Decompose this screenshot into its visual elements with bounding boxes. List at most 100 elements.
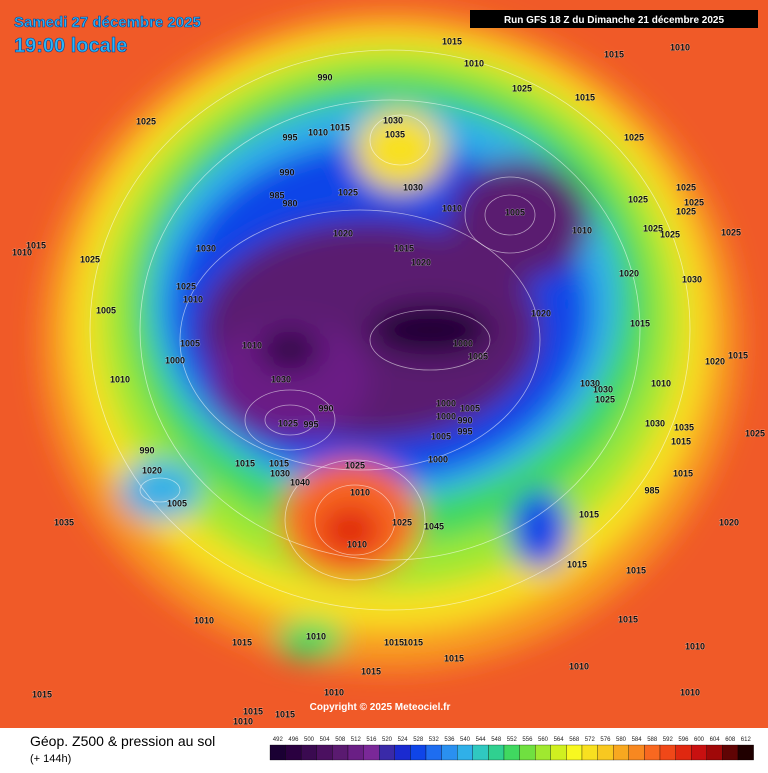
isobar-label: 1010 (308, 127, 328, 137)
colorbar-swatch (519, 744, 536, 761)
isobar-label: 1030 (383, 115, 403, 125)
isobar-label: 995 (457, 426, 472, 436)
isobar-label: 1010 (347, 539, 367, 549)
isobar-label: 1010 (572, 225, 592, 235)
colorbar-swatch (675, 744, 692, 761)
colorbar-swatch (706, 744, 723, 761)
isobar-label: 1030 (270, 468, 290, 478)
isobar-label: 1025 (345, 460, 365, 470)
isobar-label: 1030 (196, 243, 216, 253)
isobar-label: 1035 (54, 517, 74, 527)
isobar-label: 985 (644, 485, 659, 495)
isobar-label: 1025 (338, 187, 358, 197)
colorbar-label: 504 (320, 737, 331, 743)
isobar-label: 1010 (324, 687, 344, 697)
colorbar-label: 580 (616, 737, 627, 743)
colorbar-label: 572 (585, 737, 596, 743)
colorbar-label: 600 (694, 737, 705, 743)
isobar-label: 1030 (593, 384, 613, 394)
colorbar-swatch (379, 744, 395, 761)
isobar-label: 980 (282, 198, 297, 208)
forecast-lead: (+ 144h) (30, 753, 71, 765)
colorbar-label: 592 (663, 737, 674, 743)
isobar-label: 1000 (165, 355, 185, 365)
isobar-label: 1015 (579, 509, 599, 519)
isobar-label: 1025 (628, 194, 648, 204)
isobar-label: 1025 (643, 223, 663, 233)
colorbar-label: 508 (335, 737, 346, 743)
footer-title: Géop. Z500 & pression au sol (30, 733, 215, 749)
isobar-label: 1015 (626, 565, 646, 575)
isobar-label: 1010 (442, 203, 462, 213)
colorbar-label: 512 (351, 737, 362, 743)
colorbar-swatch (316, 744, 333, 761)
isobar-label: 1010 (680, 687, 700, 697)
colorbar-swatch (472, 744, 489, 761)
colorbar-label: 596 (678, 737, 689, 743)
colorbar-label: 576 (600, 737, 611, 743)
colorbar-swatch (269, 744, 286, 761)
isobar-label: 1010 (350, 487, 370, 497)
isobar-label: 990 (139, 445, 154, 455)
colorbar-swatch (503, 744, 520, 761)
isobar-label: 995 (282, 132, 297, 142)
copyright: Copyright © 2025 Meteociel.fr (310, 702, 451, 713)
colorbar-swatch (285, 744, 302, 761)
colorbar-label: 500 (304, 737, 315, 743)
colorbar-label: 536 (444, 737, 455, 743)
isobar-label: 1000 (436, 398, 456, 408)
colorbar-label: 588 (647, 737, 658, 743)
isobar-label: 1005 (167, 498, 187, 508)
colorbar-swatch (737, 744, 754, 761)
isobar-label: 1020 (619, 268, 639, 278)
isobar-label: 1025 (80, 254, 100, 264)
run-info: Run GFS 18 Z du Dimanche 21 décembre 202… (504, 15, 725, 26)
colorbar-swatch (644, 744, 661, 761)
geopotential-field (0, 0, 768, 728)
isobar-label: 1035 (674, 422, 694, 432)
colorbar-swatch (441, 744, 458, 761)
colorbar-swatch (628, 744, 645, 761)
isobar-label: 1015 (361, 666, 381, 676)
colorbar-swatch (457, 744, 473, 761)
isobar-label: 1025 (660, 229, 680, 239)
isobar-label: 1025 (745, 428, 765, 438)
isobar-label: 1025 (676, 206, 696, 216)
colorbar-label: 560 (538, 737, 549, 743)
isobar-label: 1015 (618, 614, 638, 624)
colorbar-label: 556 (522, 737, 533, 743)
isobar-label: 1015 (671, 436, 691, 446)
isobar-label: 1025 (624, 132, 644, 142)
isobar-label: 1005 (180, 338, 200, 348)
colorbar-label: 568 (569, 737, 580, 743)
colorbar-swatch (332, 744, 349, 761)
isobar-label: 1045 (424, 521, 444, 531)
isobar-label: 1025 (176, 281, 196, 291)
isobar-label: 995 (303, 419, 318, 429)
isobar-label: 1015 (673, 468, 693, 478)
isobar-label: 990 (279, 167, 294, 177)
isobar-label: 1020 (719, 517, 739, 527)
isobar-label: 1025 (684, 197, 704, 207)
colorbar-swatch (535, 744, 551, 761)
isobar-label: 1015 (235, 458, 255, 468)
colorbar-label: 532 (429, 737, 440, 743)
colorbar-swatch (394, 744, 411, 761)
isobar-label: 1015 (444, 653, 464, 663)
isobar-label: 1015 (275, 709, 295, 719)
colorbar-swatch (722, 744, 739, 761)
isobar-label: 1005 (460, 403, 480, 413)
isobar-label: 1010 (306, 631, 326, 641)
isobar-label: 1010 (12, 247, 32, 257)
isobar-label: 1015 (575, 92, 595, 102)
isobar-label: 1015 (26, 240, 46, 250)
isobar-label: 1020 (531, 308, 551, 318)
isobar-label: 1010 (110, 374, 130, 384)
colorbar-swatch (691, 744, 707, 761)
run-box (470, 10, 758, 28)
isobar-label: 1030 (580, 378, 600, 388)
date: Samedi 27 décembre 2025 (14, 14, 201, 31)
colorbar-label: 552 (507, 737, 518, 743)
isobar-label: 1035 (385, 129, 405, 139)
